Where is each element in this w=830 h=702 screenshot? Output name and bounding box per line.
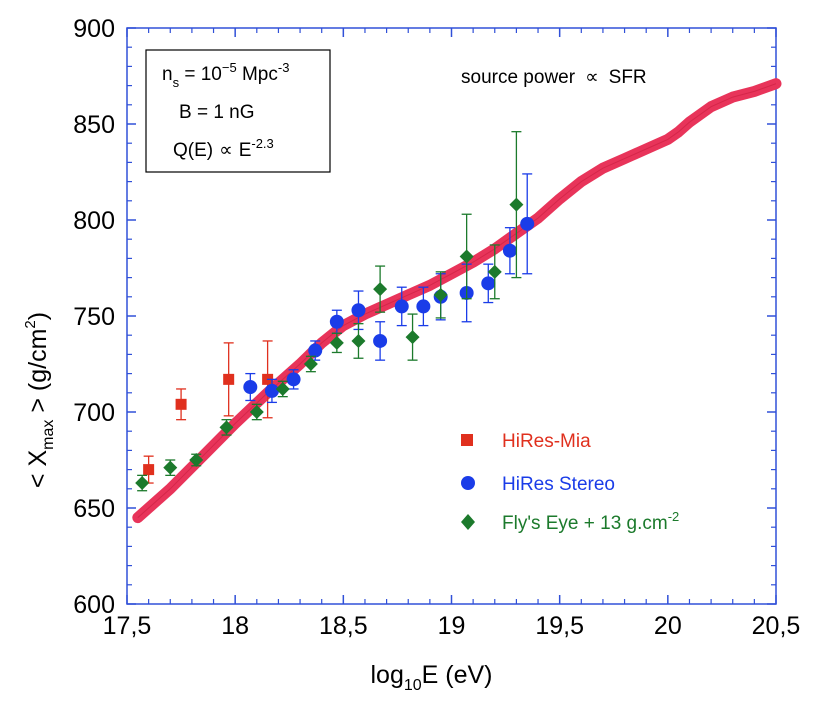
y-axis-title-end: )	[24, 312, 52, 320]
data-point-circle	[351, 303, 366, 318]
y-tick-label: 750	[73, 303, 115, 331]
data-point-diamond	[249, 405, 264, 419]
info-box-line3: Q(E) ∝ E-2.3	[173, 136, 274, 161]
data-point-diamond	[509, 197, 524, 212]
data-point-diamond	[433, 287, 448, 302]
x-tick-label: 18,5	[319, 612, 368, 640]
y-axis-title-sub: max	[40, 420, 57, 450]
y-tick-label: 800	[73, 207, 115, 235]
x-axis-title: log10E (eV)	[370, 661, 492, 694]
y-tick-label: 900	[73, 15, 115, 43]
legend-marker-hires-mia	[461, 434, 473, 446]
data-point-diamond	[189, 453, 204, 467]
info-box-line1: ns = 10−5 Mpc-3	[162, 60, 289, 90]
data-series-layer	[135, 131, 535, 492]
x-axis-title-main: log	[370, 661, 403, 689]
legend-label-hires-stereo: HiRes Stereo	[502, 474, 615, 495]
data-point-diamond	[163, 460, 178, 475]
legend-label-hires-mia: HiRes-Mia	[502, 431, 591, 452]
data-point-diamond	[351, 333, 366, 348]
data-point-diamond	[373, 282, 388, 297]
x-tick-labels: 17,5 18 18,5 19 19,5 20 20,5	[103, 612, 801, 640]
y-axis-title-sup: 2	[22, 320, 39, 328]
data-point-circle	[264, 383, 279, 398]
data-point-square	[175, 398, 187, 410]
y-axis-title-pre: < X	[24, 450, 52, 489]
data-point-diamond	[219, 420, 234, 435]
data-point-circle	[329, 314, 344, 329]
data-point-diamond	[275, 381, 290, 396]
x-tick-label: 20	[654, 612, 682, 640]
series-2	[135, 131, 524, 492]
y-tick-label: 700	[73, 399, 115, 427]
source-power-annotation: source power ∝ SFR	[461, 67, 647, 88]
x-tick-label: 19,5	[535, 612, 584, 640]
data-point-diamond	[459, 249, 474, 264]
data-point-circle	[502, 243, 517, 258]
x-tick-label: 20,5	[752, 612, 801, 640]
data-point-diamond	[329, 335, 344, 350]
data-point-circle	[286, 372, 301, 387]
legend: HiRes-Mia HiRes Stereo Fly's Eye + 13 g.…	[461, 431, 679, 534]
data-point-diamond	[303, 357, 318, 371]
legend-marker-hires-stereo	[461, 476, 475, 490]
y-tick-labels: 600 650 700 750 800 850 900	[73, 15, 115, 619]
info-box: ns = 10−5 Mpc-3 B = 1 nG Q(E) ∝ E-2.3	[145, 49, 331, 173]
x-tick-label: 19	[438, 612, 466, 640]
data-point-diamond	[405, 330, 420, 345]
y-axis-title-post: > (g/cm	[24, 329, 52, 420]
data-point-square	[223, 373, 235, 385]
data-point-circle	[481, 276, 496, 291]
data-point-circle	[373, 333, 388, 348]
series-1	[243, 173, 535, 404]
data-point-circle	[416, 299, 431, 314]
y-tick-label: 850	[73, 111, 115, 139]
legend-marker-flys-eye	[461, 514, 475, 530]
info-box-line2: B = 1 nG	[179, 102, 255, 123]
data-point-diamond	[135, 476, 150, 491]
x-tick-label: 18	[221, 612, 249, 640]
y-axis-title: < Xmax > (g/cm2)	[22, 312, 57, 488]
x-tick-label: 17,5	[103, 612, 152, 640]
data-point-circle	[394, 299, 409, 314]
x-axis-title-tail: E (eV)	[422, 661, 493, 689]
data-point-circle	[520, 216, 535, 231]
data-point-diamond	[487, 264, 502, 279]
y-tick-label: 650	[73, 495, 115, 523]
data-point-circle	[308, 343, 323, 358]
info-box-frame	[145, 49, 331, 173]
data-point-square	[143, 464, 155, 476]
x-axis-title-sub: 10	[404, 677, 422, 694]
legend-label-flys-eye: Fly's Eye + 13 g.cm-2	[502, 509, 679, 534]
y-tick-label: 600	[73, 591, 115, 619]
data-point-circle	[243, 380, 258, 395]
